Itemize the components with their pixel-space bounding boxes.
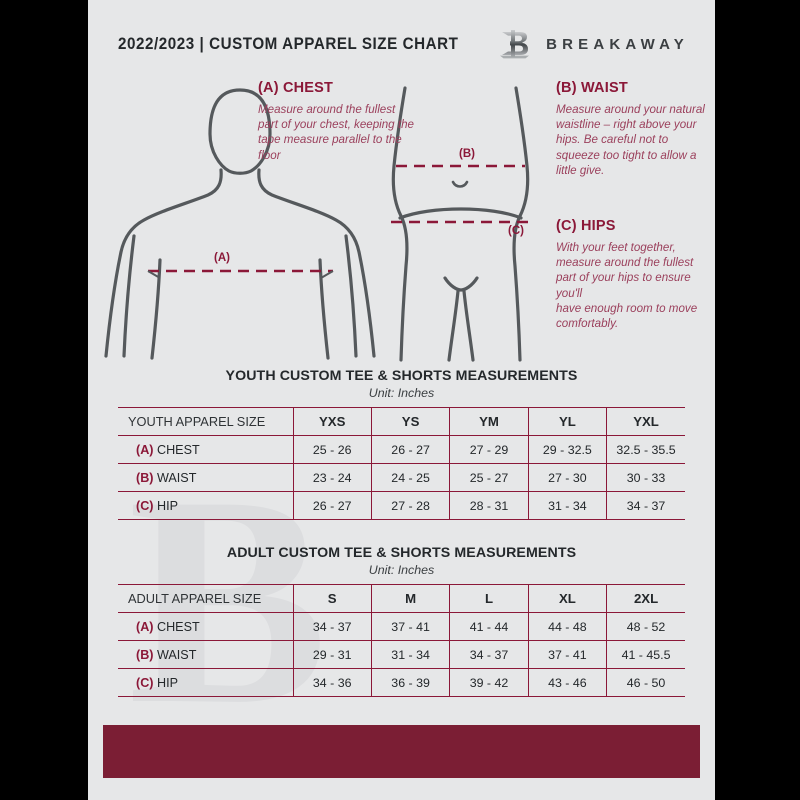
table-row: (A) CHEST 34 - 37 37 - 41 41 - 44 44 - 4… [118, 612, 685, 641]
youth-waist-yxs: 23 - 24 [292, 463, 372, 492]
row-label: WAIST [156, 470, 197, 485]
adult-hip-2xl: 46 - 50 [606, 668, 685, 697]
adult-col-1: M [370, 584, 450, 613]
adult-table-unit: Unit: Inches [368, 563, 435, 577]
youth-size-table: YOUTH APPAREL SIZE YXS YS YM YL YXL (A) … [118, 407, 685, 520]
row-label: CHEST [156, 619, 200, 634]
adult-chest-m: 37 - 41 [370, 612, 450, 641]
youth-hip-yxs: 26 - 27 [292, 491, 372, 520]
row-label: CHEST [156, 442, 200, 457]
youth-chest-ym: 27 - 29 [449, 435, 529, 464]
adult-size-label: ADULT APPAREL SIZE [118, 584, 293, 613]
chest-marker-label: (A) [214, 252, 230, 264]
measurement-diagrams: (A) (B) (C) (A) CHEST Measure around the… [88, 70, 715, 365]
youth-col-3: YL [527, 407, 607, 436]
row-label: HIP [156, 498, 178, 513]
youth-chest-yxl: 32.5 - 35.5 [606, 435, 685, 464]
waist-marker-label: (B) [459, 148, 475, 160]
adult-waist-l: 34 - 37 [449, 640, 529, 669]
adult-col-4: 2XL [606, 584, 685, 613]
adult-hip-l: 39 - 42 [449, 668, 529, 697]
brand-lockup: BREAKAWAY [498, 26, 689, 62]
body-figures [104, 86, 531, 362]
page-header: 2022/2023 | CUSTOM APPAREL SIZE CHART [88, 26, 715, 62]
adult-chest-l: 41 - 44 [449, 612, 529, 641]
adult-col-0: S [292, 584, 372, 613]
table-row: (C) HIP 26 - 27 27 - 28 28 - 31 31 - 34 … [118, 491, 685, 520]
adult-size-table: ADULT APPAREL SIZE S M L XL 2XL (A) CHES… [118, 584, 685, 697]
row-label: HIP [156, 675, 178, 690]
adult-table-title: ADULT CUSTOM TEE & SHORTS MEASUREMENTS [226, 545, 577, 561]
adult-col-2: L [449, 584, 529, 613]
waist-description-block: (B) WAIST Measure around your natural wa… [556, 80, 706, 178]
adult-row-label-chest: (A) CHEST [118, 612, 293, 641]
youth-size-table-section: YOUTH CUSTOM TEE & SHORTS MEASUREMENTS U… [118, 368, 685, 520]
hips-description: With your feet together, measure around … [556, 241, 698, 331]
row-label: WAIST [156, 647, 197, 662]
youth-hip-ym: 28 - 31 [449, 491, 529, 520]
table-row: (A) CHEST 25 - 26 26 - 27 27 - 29 29 - 3… [118, 435, 685, 464]
youth-col-2: YM [449, 407, 529, 436]
youth-row-label-hip: (C) HIP [118, 491, 293, 520]
adult-hip-m: 36 - 39 [370, 668, 450, 697]
breakaway-b-logo-icon [500, 30, 530, 59]
youth-chest-yxs: 25 - 26 [292, 435, 372, 464]
chest-description-block: (A) CHEST Measure around the fullest par… [258, 80, 418, 163]
brand-name: BREAKAWAY [546, 35, 689, 53]
adult-chest-s: 34 - 37 [292, 612, 372, 641]
adult-waist-s: 29 - 31 [292, 640, 372, 669]
row-tag: (C) [136, 675, 154, 690]
youth-hip-yxl: 34 - 37 [606, 491, 685, 520]
youth-col-4: YXL [606, 407, 685, 436]
chest-description: Measure around the fullest part of your … [258, 103, 414, 162]
row-tag: (B) [136, 647, 154, 662]
adult-waist-xl: 37 - 41 [527, 640, 607, 669]
adult-row-label-waist: (B) WAIST [118, 640, 293, 669]
youth-row-label-chest: (A) CHEST [118, 435, 293, 464]
adult-chest-xl: 44 - 48 [527, 612, 607, 641]
chest-heading: (A) CHEST [258, 80, 334, 96]
adult-waist-m: 31 - 34 [370, 640, 450, 669]
adult-waist-2xl: 41 - 45.5 [606, 640, 685, 669]
bottom-banner [103, 725, 700, 778]
adult-size-table-section: ADULT CUSTOM TEE & SHORTS MEASUREMENTS U… [118, 545, 685, 697]
waist-heading: (B) WAIST [556, 80, 628, 96]
table-row: (C) HIP 34 - 36 36 - 39 39 - 42 43 - 46 … [118, 668, 685, 697]
row-tag: (A) [136, 442, 154, 457]
youth-table-unit: Unit: Inches [368, 386, 435, 400]
table-header-row: ADULT APPAREL SIZE S M L XL 2XL [118, 584, 685, 613]
adult-chest-2xl: 48 - 52 [606, 612, 685, 641]
adult-hip-xl: 43 - 46 [527, 668, 607, 697]
table-row: (B) WAIST 29 - 31 31 - 34 34 - 37 37 - 4… [118, 640, 685, 669]
page-title: 2022/2023 | CUSTOM APPAREL SIZE CHART [118, 34, 459, 53]
table-header-row: YOUTH APPAREL SIZE YXS YS YM YL YXL [118, 407, 685, 436]
youth-row-label-waist: (B) WAIST [118, 463, 293, 492]
youth-chest-yl: 29 - 32.5 [527, 435, 607, 464]
youth-col-0: YXS [292, 407, 372, 436]
youth-waist-yxl: 30 - 33 [606, 463, 685, 492]
row-tag: (B) [136, 470, 154, 485]
youth-hip-yl: 31 - 34 [527, 491, 607, 520]
row-tag: (A) [136, 619, 154, 634]
youth-size-label: YOUTH APPAREL SIZE [118, 407, 293, 436]
size-chart-page: B 2022/2023 | CUSTOM APPAREL SIZE CHART [88, 0, 715, 800]
youth-waist-ys: 24 - 25 [370, 463, 450, 492]
waist-description: Measure around your natural waistline – … [556, 103, 705, 177]
adult-row-label-hip: (C) HIP [118, 668, 293, 697]
adult-hip-s: 34 - 36 [292, 668, 372, 697]
youth-waist-ym: 25 - 27 [449, 463, 529, 492]
youth-waist-yl: 27 - 30 [527, 463, 607, 492]
table-row: (B) WAIST 23 - 24 24 - 25 25 - 27 27 - 3… [118, 463, 685, 492]
youth-col-1: YS [370, 407, 450, 436]
youth-hip-ys: 27 - 28 [370, 491, 450, 520]
youth-table-title: YOUTH CUSTOM TEE & SHORTS MEASUREMENTS [225, 368, 578, 384]
hips-marker-label: (C) [508, 225, 524, 237]
adult-col-3: XL [527, 584, 607, 613]
youth-chest-ys: 26 - 27 [370, 435, 450, 464]
hips-description-block: (C) HIPS With your feet together, measur… [556, 218, 708, 331]
row-tag: (C) [136, 498, 154, 513]
hips-heading: (C) HIPS [556, 218, 616, 234]
